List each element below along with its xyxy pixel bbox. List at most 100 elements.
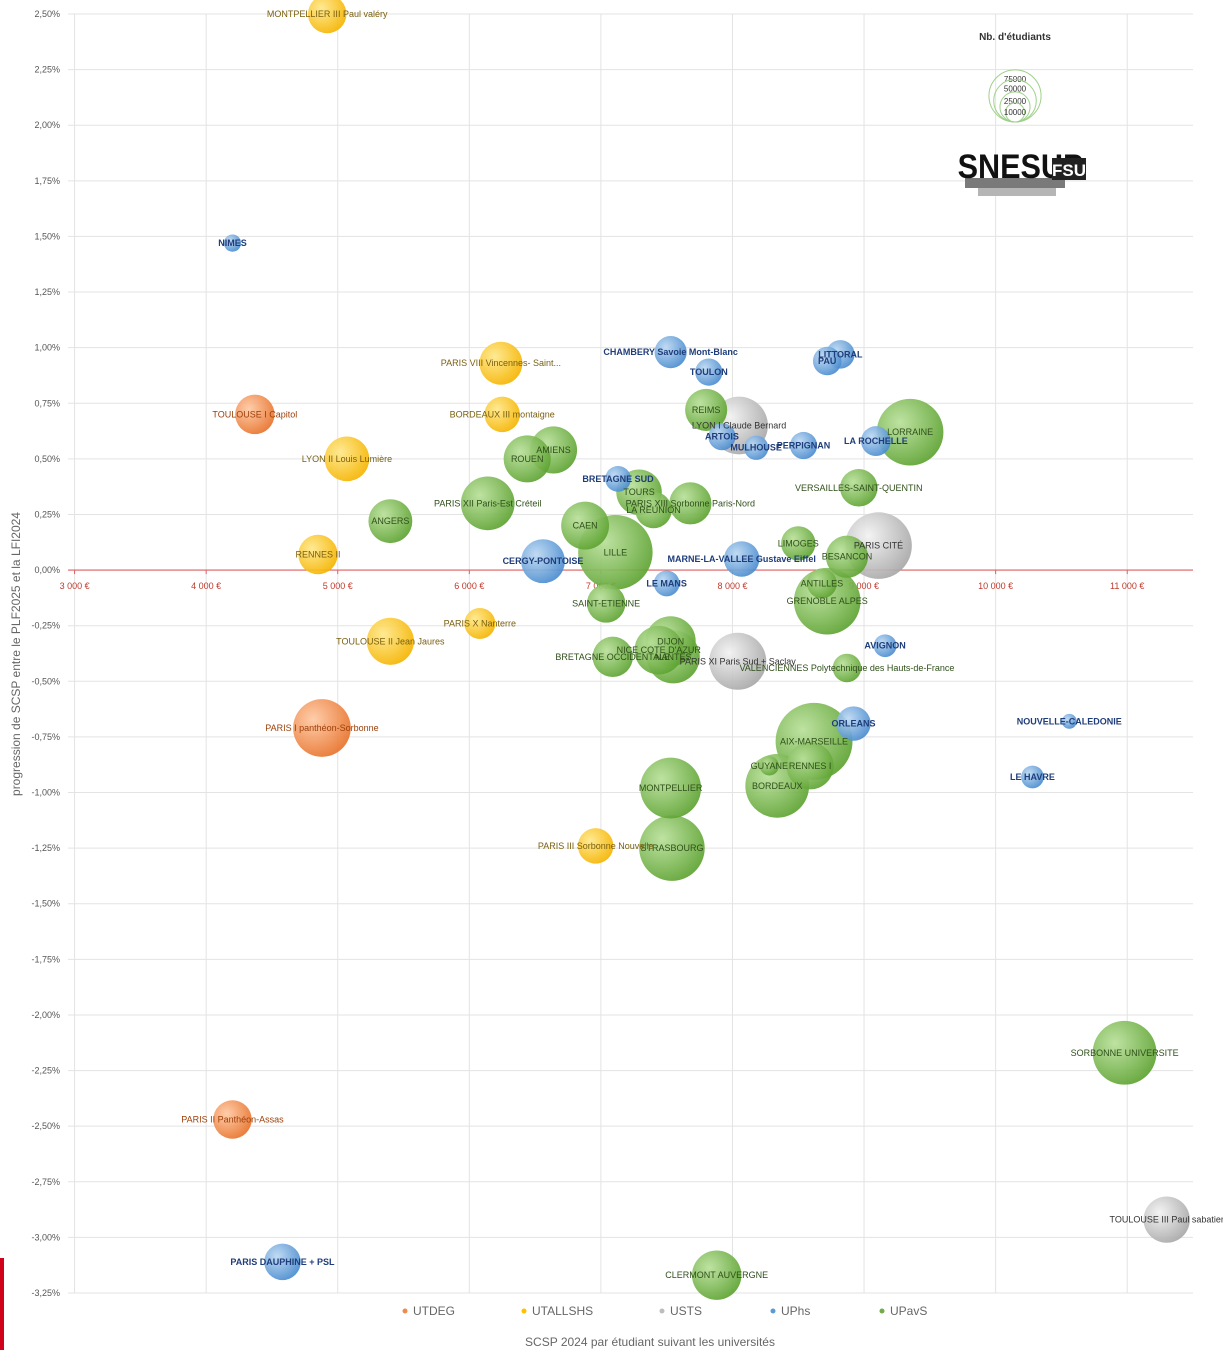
y-tick-label: -2,50%: [31, 1121, 60, 1131]
legend-label: UPavS: [890, 1304, 927, 1318]
bubble-label: TOULON: [690, 367, 728, 377]
bubble-label: GRENOBLE ALPES: [787, 596, 868, 606]
bubble-usts: [1143, 1196, 1190, 1243]
bubble-upavs: [832, 653, 862, 683]
bubble-label: NIMES: [218, 238, 247, 248]
legend-label: UTALLSHS: [532, 1304, 593, 1318]
bubble-label: MONTPELLIER: [639, 783, 703, 793]
bubble-label: ANTILLES: [801, 578, 844, 588]
x-tick-label: 5 000 €: [323, 581, 353, 591]
y-tick-label: 0,75%: [34, 398, 60, 408]
bubble-label: LORRAINE: [887, 427, 933, 437]
y-tick-label: 1,75%: [34, 176, 60, 186]
bubble-utallshs: [298, 534, 338, 575]
bubble-label: PARIS XIII Sorbonne Paris-Nord: [626, 498, 755, 508]
bubble-uphs: [695, 358, 723, 386]
bubble-uphs: [743, 435, 769, 460]
bubble-uphs: [708, 423, 736, 451]
bubble-label: PERPIGNAN: [777, 441, 831, 451]
bubble-uphs: [223, 234, 242, 252]
bubble-label: BESANCON: [822, 552, 873, 562]
bubble-label: LYON I Claude Bernard: [692, 421, 786, 431]
bubble-upavs: [503, 435, 551, 483]
bubble-label: BRETAGNE OCCIDENTALE: [555, 652, 670, 662]
bubble-label: AVIGNON: [864, 641, 905, 651]
bubble-label: ANGERS: [371, 516, 409, 526]
y-tick-label: 1,25%: [34, 287, 60, 297]
legend-label: UPhs: [781, 1304, 810, 1318]
bubble-utallshs: [324, 436, 370, 482]
bubble-label: NICE COTE D'AZUR: [617, 645, 702, 655]
bubble-upavs: [586, 584, 626, 623]
bubble-uphs: [1061, 713, 1077, 729]
snesup-logo: SNESUP FSU: [958, 148, 1086, 196]
bubble-label: MULHOUSE: [730, 443, 782, 453]
bubble-utallshs: [307, 0, 347, 34]
legend-marker: [879, 1308, 885, 1314]
bubble-label: GUYANE: [751, 761, 788, 771]
bubble-upavs: [669, 482, 712, 525]
legend-marker: [770, 1308, 776, 1314]
bubble-label: PARIS X Nanterre: [444, 618, 516, 628]
bubble-label: BORDEAUX: [752, 781, 803, 791]
bubble-label: PARIS XII Paris-Est Créteil: [434, 498, 541, 508]
x-tick-label: 6 000 €: [454, 581, 484, 591]
bubble-upavs: [840, 469, 878, 507]
bubble-label: ORLEANS: [832, 719, 876, 729]
bubble-label: MARNE-LA-VALLEE Gustave Eiffel: [668, 554, 816, 564]
bubble-label: BRETAGNE SUD: [582, 474, 654, 484]
bubble-uphs: [812, 346, 842, 376]
y-tick-label: 0,00%: [34, 565, 60, 575]
size-legend-circle: [1004, 102, 1026, 123]
bubble-uphs: [605, 465, 631, 492]
bubble-label: STRASBOURG: [640, 843, 703, 853]
y-tick-label: -0,50%: [31, 676, 60, 686]
bubble-utdeg: [213, 1100, 252, 1139]
y-tick-label: 0,25%: [34, 509, 60, 519]
bubble-label: PARIS I panthéon-Sorbonne: [265, 723, 378, 733]
bubble-upavs: [825, 535, 869, 578]
bubble-label: LE HAVRE: [1010, 772, 1055, 782]
bubble-uphs: [264, 1243, 301, 1281]
y-tick-label: -1,75%: [31, 954, 60, 964]
x-tick-label: 4 000 €: [191, 581, 221, 591]
y-tick-label: 2,50%: [34, 9, 60, 19]
bubble-uphs: [521, 539, 565, 584]
x-tick-label: 9 000 €: [849, 581, 879, 591]
logo-suffix-box: [1052, 158, 1086, 180]
bubble-label: NOUVELLE-CALEDONIE: [1017, 716, 1122, 726]
bubble-label: AIX-MARSEILLE: [780, 736, 848, 746]
bubble-upavs: [592, 636, 633, 678]
y-tick-label: 2,25%: [34, 65, 60, 75]
bubble-upavs: [368, 499, 413, 544]
bubble-upavs: [561, 501, 610, 550]
logo-suffix: FSU: [1052, 161, 1086, 180]
bubble-utdeg: [235, 394, 275, 435]
bubble-label: LITTORAL: [818, 349, 863, 359]
y-tick-label: -1,25%: [31, 843, 60, 853]
bubble-label: TOURS: [623, 487, 654, 497]
bubble-upavs: [807, 568, 837, 599]
bubble-label: PARIS XI Paris Sud + Saclay: [680, 656, 797, 666]
bubble-upavs: [640, 757, 702, 819]
bubble-upavs: [786, 742, 834, 790]
legend-marker: [659, 1308, 665, 1314]
bubble-label: LYON II Louis Lumière: [302, 454, 392, 464]
y-axis-title: progression de SCSP entre le PLF2025 et …: [9, 512, 23, 796]
bubble-label: VERSAILLES-SAINT-QUENTIN: [795, 483, 923, 493]
bubble-utallshs: [484, 396, 520, 433]
y-tick-label: 0,50%: [34, 454, 60, 464]
bubble-label: REIMS: [692, 405, 721, 415]
y-tick-label: -0,25%: [31, 621, 60, 631]
bubble-utallshs: [577, 828, 614, 864]
y-tick-label: -2,75%: [31, 1177, 60, 1187]
legend-marker: [402, 1308, 408, 1314]
bubble-upavs: [685, 388, 728, 431]
bubble-label: SORBONNE UNIVERSITE: [1071, 1048, 1179, 1058]
y-tick-label: 1,00%: [34, 343, 60, 353]
bubble-uphs: [860, 426, 891, 456]
bubble-label: CAEN: [573, 521, 598, 531]
y-tick-label: -0,75%: [31, 732, 60, 742]
left-accent-bar: [0, 1258, 4, 1350]
